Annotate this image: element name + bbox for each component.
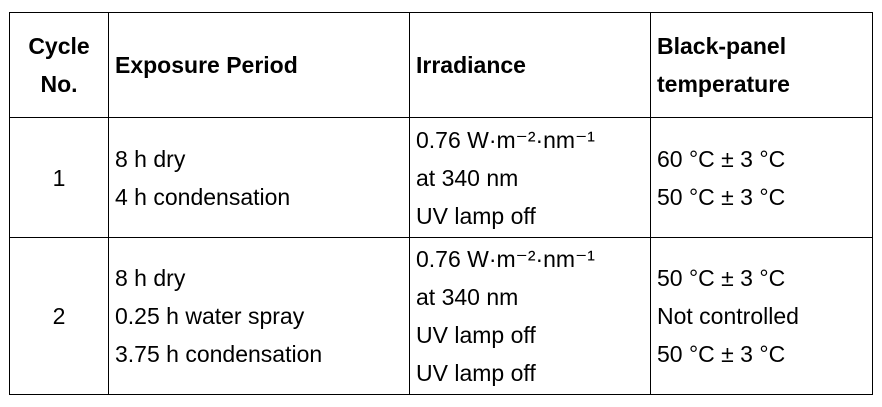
table-cell: 0.76 W·m⁻²·nm⁻¹ at 340 nm UV lamp off xyxy=(409,117,651,238)
cell-line: Not controlled xyxy=(657,303,799,329)
cell-line: No. xyxy=(40,71,78,97)
header-cell: Exposure Period xyxy=(108,12,410,118)
header-cell: Black-panel temperature xyxy=(650,12,873,118)
cell-line: temperature xyxy=(657,71,790,97)
cell-line: Irradiance xyxy=(416,52,526,78)
cell-line: 1 xyxy=(52,164,66,191)
cell-line: 50 °C ± 3 °C xyxy=(657,265,786,291)
table-cell: 2 xyxy=(9,237,109,395)
cell-line: 3.75 h condensation xyxy=(115,341,323,367)
table-cell: 0.76 W·m⁻²·nm⁻¹ at 340 nm UV lamp off UV la… xyxy=(409,237,651,395)
cell-line: Exposure Period xyxy=(115,52,298,78)
cell-line: 4 h condensation xyxy=(115,183,291,210)
table-cell: 1 xyxy=(9,117,109,238)
table-cell: 8 h dry 4 h condensation xyxy=(108,117,410,238)
cell-line: UV lamp off xyxy=(416,360,536,386)
header-cell: Irradiance xyxy=(409,12,651,118)
cell-line: at 340 nm xyxy=(416,284,519,310)
table-row: 1 8 h dry 4 h condensation 0.76 W·m⁻²·nm⁻¹ a… xyxy=(9,117,873,238)
cell-line: 0.76 W·m⁻²·nm⁻¹ xyxy=(416,246,595,272)
table: Cycle No. Exposure Period Irradiance Black-p… xyxy=(9,12,873,395)
cell-line: 60 °C ± 3 °C xyxy=(657,145,786,172)
cell-line: Black-panel xyxy=(657,33,787,59)
cell-line: 8 h dry xyxy=(115,265,186,291)
cell-line: 8 h dry xyxy=(115,145,186,172)
table-cell: 60 °C ± 3 °C 50 °C ± 3 °C xyxy=(650,117,873,238)
cell-line: 50 °C ± 3 °C xyxy=(657,341,786,367)
cell-line: 0.25 h water spray xyxy=(115,303,305,329)
table-cell: 50 °C ± 3 °C Not controlled 50 °C ± 3 °C xyxy=(650,237,873,395)
cell-line: UV lamp off xyxy=(416,202,536,229)
cell-line: at 340 nm xyxy=(416,164,519,191)
table-cell: 8 h dry 0.25 h water spray 3.75 h condensa… xyxy=(108,237,410,395)
table-body: 1 8 h dry 4 h condensation 0.76 W·m⁻²·nm⁻¹ a… xyxy=(9,117,873,395)
header-row: Cycle No. Exposure Period Irradiance Black-p… xyxy=(9,12,873,118)
cell-line: UV lamp off xyxy=(416,322,536,348)
table-row: 2 8 h dry 0.25 h water spray 3.75 h condens… xyxy=(9,237,873,395)
cell-line: Cycle xyxy=(28,33,90,59)
cell-line: 2 xyxy=(52,303,66,329)
cell-line: 50 °C ± 3 °C xyxy=(657,183,786,210)
cell-line: 0.76 W·m⁻²·nm⁻¹ xyxy=(416,126,595,153)
header-cell: Cycle No. xyxy=(9,12,109,118)
